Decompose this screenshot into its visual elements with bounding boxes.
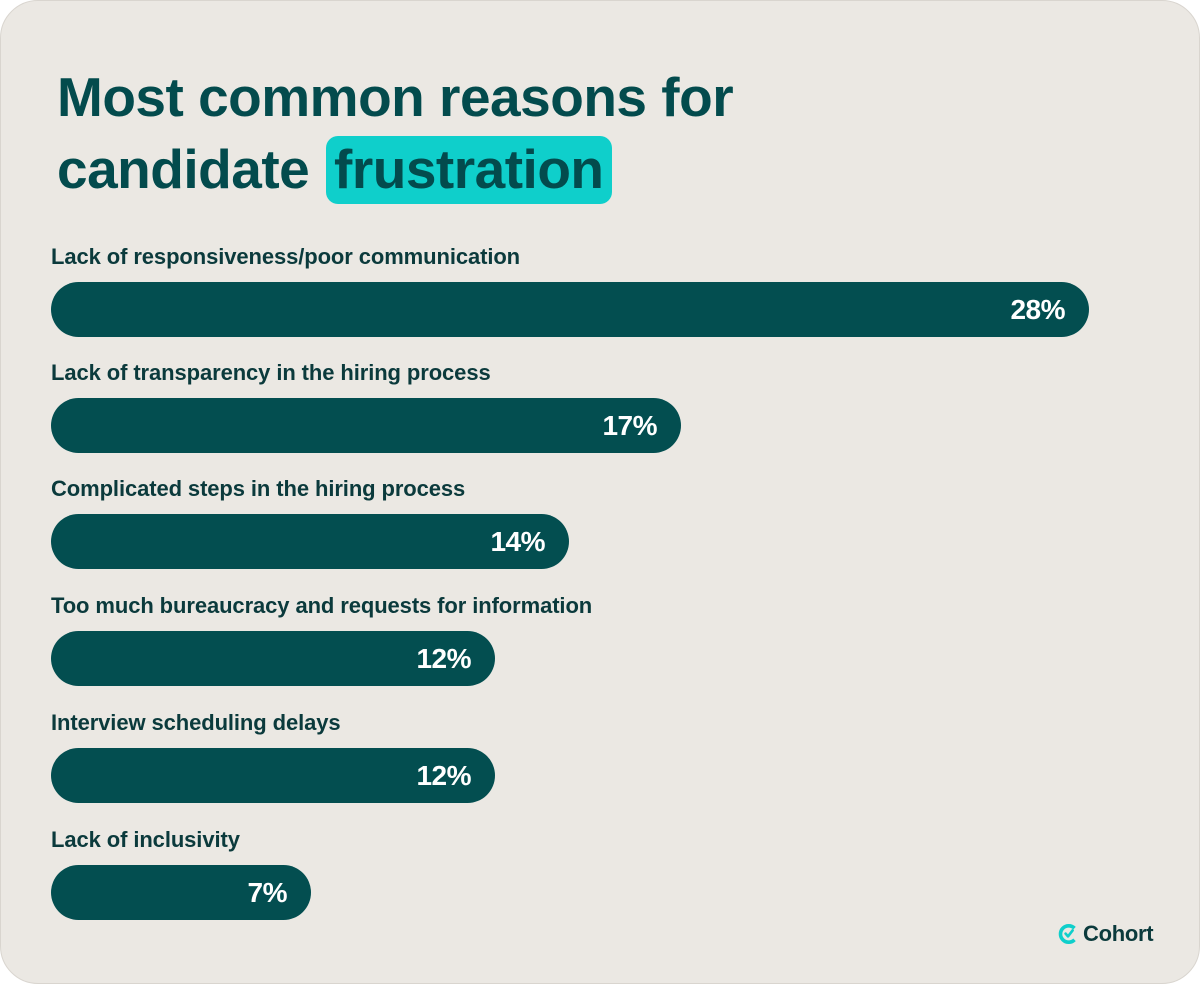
- cohort-logo-icon: [1058, 924, 1076, 944]
- bar-value-label: 14%: [490, 526, 545, 557]
- bar: 12%: [51, 631, 495, 686]
- chart-title: Most common reasons for candidate frustr…: [57, 61, 734, 205]
- bar: 14%: [51, 514, 569, 569]
- cohort-logo: Cohort: [1057, 921, 1154, 947]
- bar-category-label: Too much bureaucracy and requests for in…: [51, 593, 593, 618]
- bar-value-label: 17%: [602, 410, 657, 441]
- bar-category-label: Lack of inclusivity: [51, 827, 240, 852]
- bar: 7%: [51, 865, 311, 920]
- bar-category-label: Lack of transparency in the hiring proce…: [51, 360, 491, 385]
- title-highlight: frustration: [326, 136, 612, 204]
- bar-category-label: Lack of responsiveness/poor communicatio…: [51, 244, 521, 269]
- title-line-1: Most common reasons for: [57, 66, 734, 128]
- bar-category-label: Complicated steps in the hiring process: [51, 476, 466, 501]
- bar-value-label: 28%: [1010, 294, 1065, 325]
- bar: 28%: [51, 282, 1089, 337]
- title-line-2-prefix: candidate: [57, 138, 310, 200]
- bar-category-label: Interview scheduling delays: [51, 710, 341, 735]
- bar: 17%: [51, 398, 681, 453]
- bar: 12%: [51, 748, 495, 803]
- bar-value-label: 12%: [416, 760, 471, 791]
- brand-name: Cohort: [1083, 921, 1154, 946]
- bar-value-label: 12%: [416, 643, 471, 674]
- bar-chart: Lack of responsiveness/poor communicatio…: [51, 1, 1151, 985]
- bar-value-label: 7%: [247, 877, 288, 908]
